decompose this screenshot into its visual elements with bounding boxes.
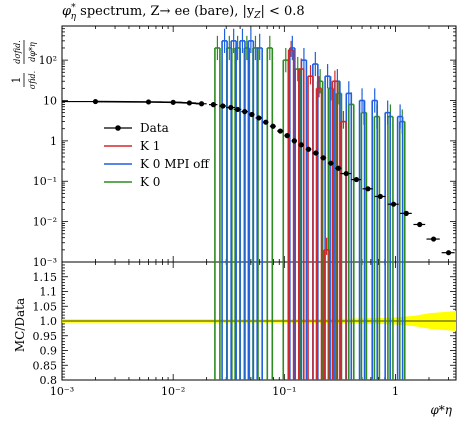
ratio-y-tick-label: 1.15 <box>33 271 58 284</box>
data-point <box>228 104 234 111</box>
data-point <box>377 193 383 200</box>
data-point <box>320 155 326 161</box>
x-tick-label: 1 <box>392 385 399 398</box>
svg-text:K 1: K 1 <box>140 139 160 153</box>
legend-entry-k0: K 0 <box>104 175 160 189</box>
x-tick-label: 10⁻² <box>161 385 185 398</box>
data-point <box>335 165 341 171</box>
data-point <box>403 210 409 216</box>
legend-entry-k1: K 1 <box>104 139 160 153</box>
data-point <box>198 101 205 107</box>
y-tick-label: 1 <box>50 135 57 148</box>
svg-text:1: 1 <box>10 77 23 84</box>
svg-text:Data: Data <box>140 121 169 135</box>
axis-ticks <box>61 25 456 381</box>
ratio-y-tick-label: 1.05 <box>33 300 58 313</box>
data-point <box>145 99 152 105</box>
data-point <box>170 99 176 105</box>
chart-title: φ* η spectrum, Z→ ee (bare), |yZ| < 0.8 <box>62 3 305 22</box>
data-point <box>305 146 312 152</box>
data-point <box>430 236 437 242</box>
data-point <box>284 133 290 139</box>
data-point <box>277 128 283 134</box>
ratio-y-tick-label: 1.0 <box>40 315 58 328</box>
data-point <box>186 100 193 106</box>
data-point <box>220 103 226 109</box>
data-point <box>249 111 255 118</box>
data-point <box>343 170 349 177</box>
ratio-y-tick-label: 0.95 <box>33 330 58 343</box>
plot-marks <box>62 28 455 380</box>
data-point <box>390 201 397 207</box>
y-tick-label: 10⁻¹ <box>33 175 57 188</box>
ratio-ylabel: MC/Data <box>13 298 27 352</box>
legend-entry-k0-mpi-off: K 0 MPI off <box>104 157 210 171</box>
svg-text:dσfid.: dσfid. <box>13 40 22 64</box>
data-point <box>353 176 360 183</box>
tick-labels: 10⁻³10⁻²10⁻¹11010²0.80.850.90.951.01.051… <box>33 54 400 398</box>
data-point <box>298 142 304 148</box>
svg-text:σfid.: σfid. <box>28 71 37 89</box>
legend: Data K 1 K 0 MPI off K 0 <box>104 121 210 189</box>
y-tick-label: 10⁻² <box>33 216 57 229</box>
ratio-y-tick-label: 0.85 <box>33 359 58 372</box>
data-point <box>291 138 297 144</box>
ratio-y-tick-label: 0.8 <box>40 374 58 387</box>
data-point <box>270 123 276 129</box>
data-point <box>242 109 248 115</box>
svg-text:K 0: K 0 <box>140 175 160 189</box>
data-point <box>313 150 319 156</box>
x-tick-label: 10⁻¹ <box>272 385 296 398</box>
y-tick-label: 10 <box>43 94 57 107</box>
data-point <box>263 119 269 125</box>
x-tick-label: 10⁻³ <box>50 385 74 398</box>
ratio-y-tick-label: 1.1 <box>40 286 58 299</box>
y-tick-label: 10⁻³ <box>33 256 57 269</box>
data-point <box>417 221 423 228</box>
data-point <box>235 106 241 113</box>
data-point <box>210 102 216 108</box>
svg-text:dφ*η: dφ*η <box>28 42 37 62</box>
y-tick-label: 10² <box>39 54 57 67</box>
main-ylabel: 1 σfid. dσfid. dφ*η <box>10 40 37 89</box>
ratio-y-tick-label: 0.9 <box>40 345 58 358</box>
legend-entry-data: Data <box>104 121 169 135</box>
x-axis-label: φ*η <box>430 403 452 417</box>
data-point <box>445 250 452 256</box>
data-point <box>256 115 262 121</box>
data-point <box>365 186 371 192</box>
svg-text:K 0 MPI off: K 0 MPI off <box>140 157 210 171</box>
data-point <box>92 98 99 105</box>
data-point <box>328 160 334 166</box>
